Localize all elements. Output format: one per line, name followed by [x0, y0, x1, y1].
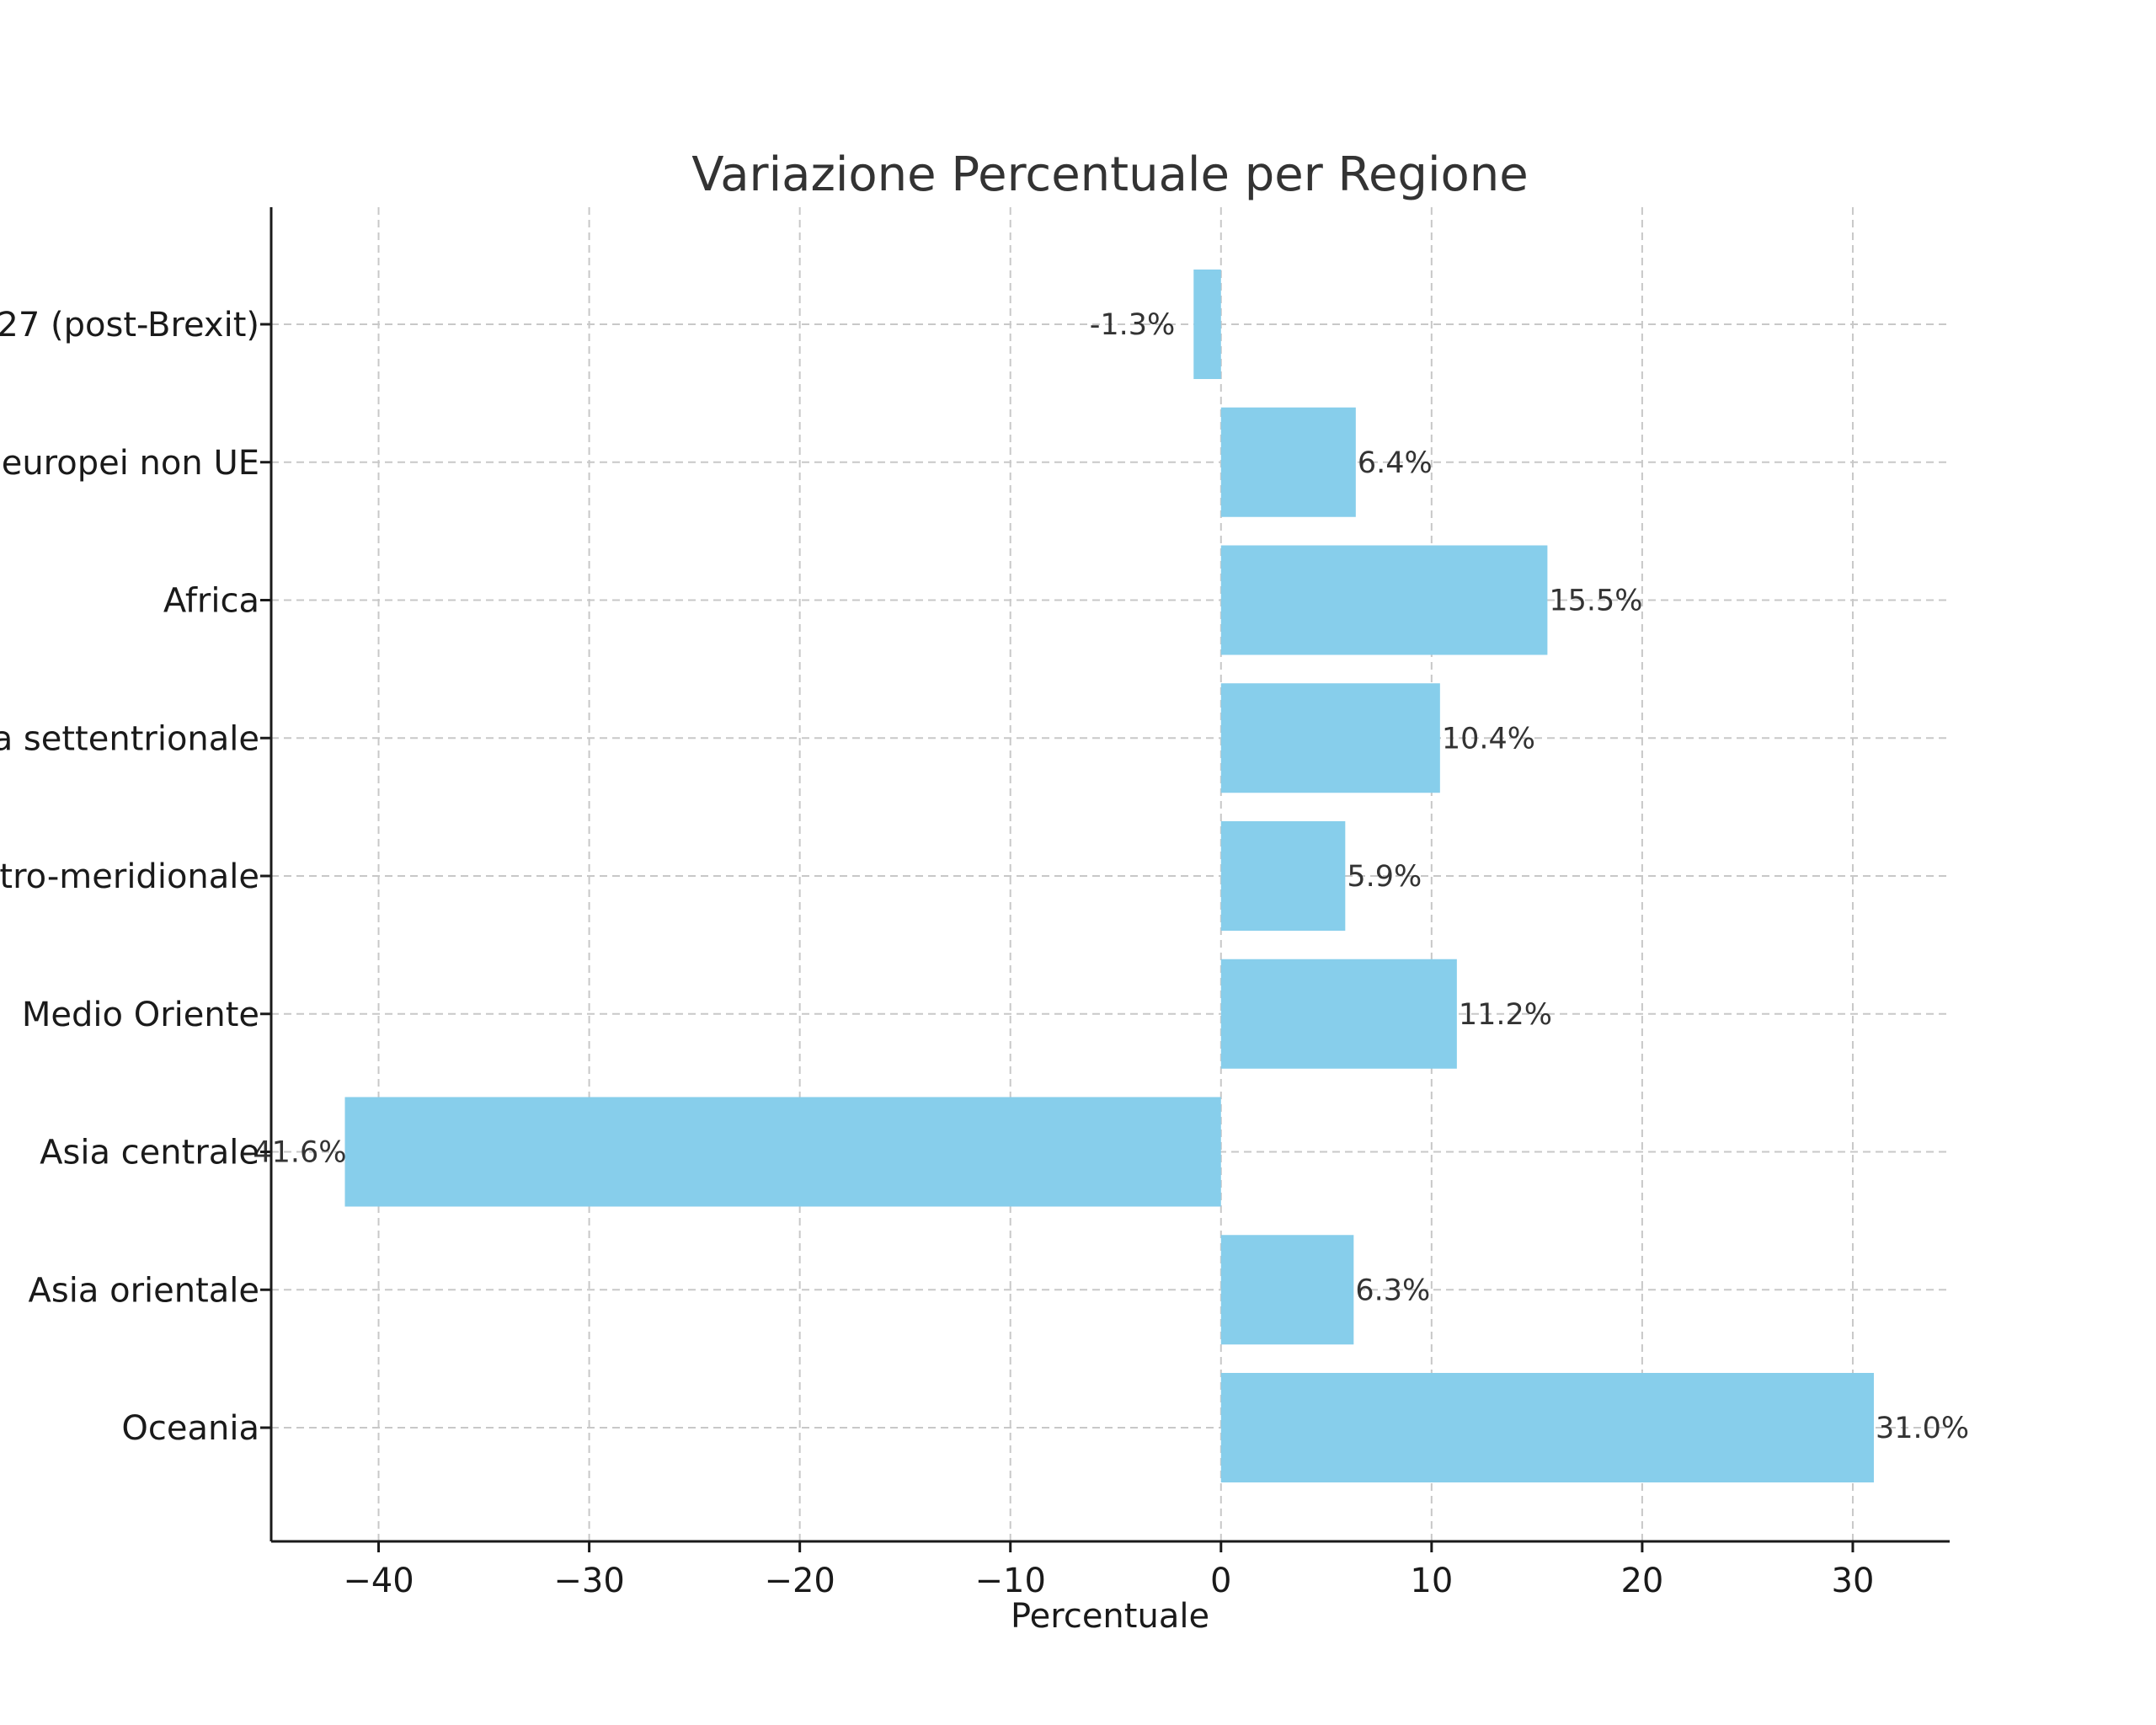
- bar: [1220, 1373, 1874, 1482]
- bar-value-label: 6.3%: [1355, 1274, 1430, 1307]
- x-tick-label: −10: [975, 1562, 1046, 1600]
- bar-value-label: 6.4%: [1358, 446, 1433, 480]
- bar-value-label: -41.6%: [243, 1136, 347, 1170]
- bars: [344, 270, 1874, 1482]
- bar-value-label: 15.5%: [1549, 585, 1642, 618]
- y-tick-label: Paesi europei non UE: [0, 444, 259, 483]
- x-tick-label: 10: [1410, 1562, 1453, 1600]
- chart-title: Variazione Percentuale per Regione: [691, 147, 1528, 202]
- bar-value-label: 31.0%: [1876, 1412, 1969, 1445]
- x-tick-label: −40: [343, 1562, 414, 1600]
- bar-value-label: -1.3%: [1090, 308, 1176, 342]
- bar: [1220, 545, 1548, 655]
- bar-value-label: 11.2%: [1459, 998, 1552, 1032]
- grid: [271, 207, 1950, 1541]
- x-tick-label: 30: [1832, 1562, 1875, 1600]
- y-axis-ticks: UE27 (post-Brexit) Paesi europei non UE Af…: [0, 306, 271, 1448]
- x-axis-label: Percentuale: [1011, 1597, 1209, 1636]
- x-tick-label: −20: [764, 1562, 835, 1600]
- y-tick-label: Asia orientale: [29, 1271, 259, 1310]
- bar-value-label: 10.4%: [1442, 722, 1535, 756]
- bar-value-label: 5.9%: [1347, 860, 1422, 894]
- y-tick-label: UE27 (post-Brexit): [0, 306, 259, 344]
- data-labels: -1.3% 6.4% 15.5% 10.4% 5.9% 11.2% -41.6% 6.3% 31…: [243, 308, 1969, 1445]
- bar: [1220, 821, 1346, 931]
- bar: [1220, 1235, 1354, 1345]
- bar: [344, 1097, 1221, 1207]
- x-axis-ticks: −40 −30 −20 −10 0 10 20 30: [343, 1541, 1874, 1600]
- x-tick-label: 20: [1620, 1562, 1663, 1600]
- y-tick-label: America settentrionale: [0, 719, 259, 758]
- x-tick-label: −30: [553, 1562, 624, 1600]
- y-tick-label: Africa: [163, 582, 259, 621]
- bar: [1193, 270, 1221, 379]
- y-tick-label: America centro-meridionale: [0, 857, 259, 896]
- bar: [1220, 959, 1457, 1069]
- y-tick-label: Oceania: [121, 1409, 259, 1448]
- x-tick-label: 0: [1210, 1562, 1231, 1600]
- axes: [270, 207, 1950, 1543]
- bar: [1220, 683, 1440, 793]
- bar: [1220, 407, 1356, 517]
- y-tick-label: Asia centrale: [40, 1134, 259, 1172]
- y-tick-label: Medio Oriente: [22, 996, 259, 1034]
